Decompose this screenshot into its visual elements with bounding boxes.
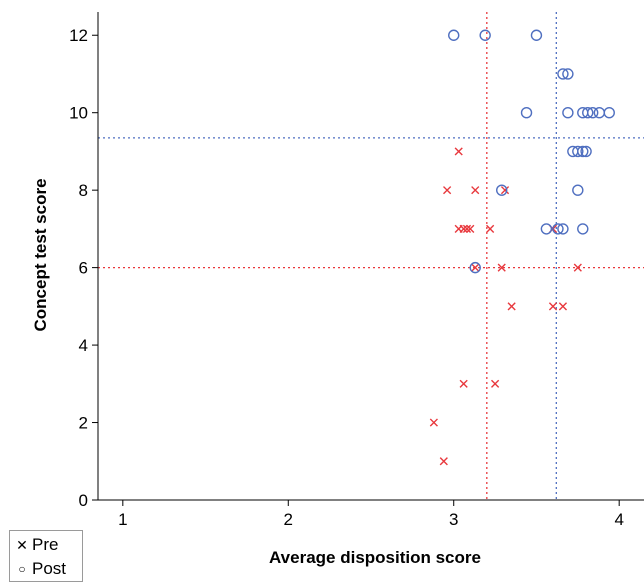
pre-point-stroke <box>459 379 468 388</box>
post-point <box>448 29 460 41</box>
pre-point <box>443 186 452 195</box>
pre-point <box>439 457 448 466</box>
legend-item-pre: ✕ Pre <box>14 533 82 557</box>
pre-point <box>429 418 438 427</box>
post-point <box>520 106 533 119</box>
pre-point-stroke <box>429 418 438 427</box>
post-point <box>557 223 569 235</box>
pre-point-stroke <box>486 224 495 233</box>
pre-point-stroke <box>490 379 500 388</box>
post-point <box>496 184 508 196</box>
post-point <box>562 106 574 119</box>
pre-point <box>548 302 558 311</box>
pre-point <box>497 263 506 272</box>
legend: ✕ Pre ○ Post <box>9 530 83 582</box>
post-point <box>572 145 584 158</box>
pre-point-stroke <box>507 302 516 311</box>
x-tick-label: 4 <box>614 510 623 529</box>
pre-point-stroke <box>471 263 480 272</box>
pre-point <box>471 186 480 195</box>
circle-marker-icon: ○ <box>18 562 26 576</box>
y-tick-label: 10 <box>69 104 88 123</box>
pre-point-stroke <box>548 302 558 311</box>
y-axis-title: Concept test score <box>31 178 50 331</box>
pre-point-stroke <box>471 186 480 195</box>
legend-item-post: ○ Post <box>14 557 82 581</box>
post-point <box>469 261 481 274</box>
post-point <box>580 145 592 158</box>
pre-point <box>486 224 495 233</box>
post-point <box>587 106 599 119</box>
pre-point-stroke <box>443 186 452 195</box>
pre-point <box>558 302 568 311</box>
post-point <box>562 68 574 80</box>
y-tick-label: 0 <box>79 491 88 510</box>
pre-point-stroke <box>573 263 582 272</box>
post-point <box>530 29 543 41</box>
pre-point-stroke <box>500 186 510 195</box>
data-points <box>429 29 615 466</box>
post-point <box>552 223 564 235</box>
post-point <box>479 29 491 41</box>
pre-point-stroke <box>466 224 475 233</box>
pre-point <box>459 379 468 388</box>
post-point <box>593 106 606 119</box>
post-point <box>557 68 569 80</box>
x-marker-icon: ✕ <box>16 536 28 553</box>
post-point <box>577 145 589 158</box>
x-tick-label: 3 <box>449 510 458 529</box>
pre-point <box>459 224 468 233</box>
pre-point <box>490 379 500 388</box>
y-tick-label: 8 <box>79 181 88 200</box>
post-point <box>582 106 594 119</box>
y-tick-label: 6 <box>79 259 88 278</box>
legend-label-pre: Pre <box>32 535 59 554</box>
post-point <box>603 106 615 119</box>
y-tick-label: 12 <box>69 26 88 45</box>
legend-label-post: Post <box>32 559 67 578</box>
pre-point-stroke <box>558 302 568 311</box>
x-axis-title: Average disposition score <box>269 548 481 567</box>
pre-point <box>500 186 510 195</box>
x-tick-label: 1 <box>118 510 127 529</box>
y-tick-label: 2 <box>79 414 88 433</box>
pre-point-stroke <box>439 457 448 466</box>
y-tick-label: 4 <box>79 336 88 355</box>
reference-lines <box>98 12 644 500</box>
x-tick-label: 2 <box>284 510 293 529</box>
pre-point <box>471 263 480 272</box>
post-point <box>577 223 589 235</box>
post-point <box>540 223 553 235</box>
pre-point-stroke <box>497 263 506 272</box>
post-point <box>572 184 584 196</box>
pre-point-stroke <box>462 224 472 233</box>
pre-point <box>507 302 516 311</box>
pre-point <box>573 263 582 272</box>
pre-point <box>466 224 475 233</box>
pre-point <box>454 147 463 156</box>
pre-point <box>462 224 472 233</box>
pre-point-stroke <box>454 147 463 156</box>
pre-point-stroke <box>459 224 468 233</box>
